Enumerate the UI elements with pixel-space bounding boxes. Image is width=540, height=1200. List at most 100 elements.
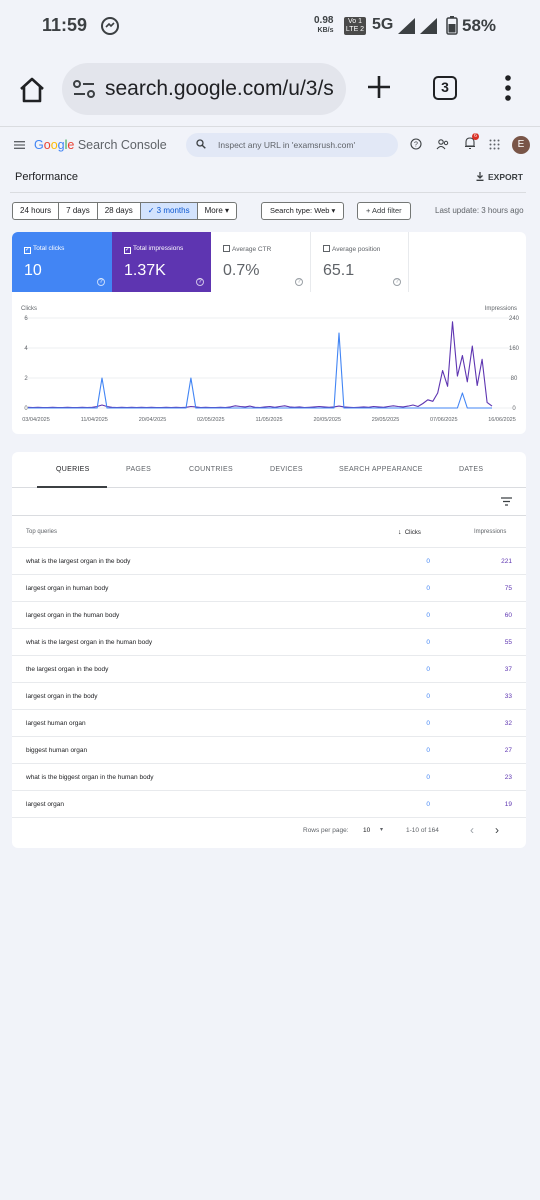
- table-row[interactable]: largest organ in human body 0 75: [12, 575, 526, 602]
- query-cell: what is the largest organ in the human b…: [26, 639, 153, 646]
- site-settings-icon[interactable]: [72, 79, 96, 99]
- add-filter-button[interactable]: + Add filter: [357, 202, 411, 220]
- new-tab-icon[interactable]: [366, 74, 392, 100]
- table-row[interactable]: what is the biggest organ in the human b…: [12, 764, 526, 791]
- metric-total-clicks[interactable]: ✓ Total clicks 10 ?: [12, 232, 112, 292]
- svg-text:?: ?: [414, 142, 418, 149]
- metric-average-ctr[interactable]: Average CTR 0.7% ?: [211, 232, 311, 292]
- impressions-cell: 33: [504, 693, 512, 700]
- metric-label: Average position: [323, 245, 380, 253]
- column-header-clicks[interactable]: ↓ Clicks: [398, 529, 421, 536]
- export-button[interactable]: EXPORT: [476, 172, 523, 182]
- logo-letter: g: [57, 138, 65, 152]
- table-row[interactable]: largest human organ 0 32: [12, 710, 526, 737]
- chevron-down-icon[interactable]: ▾: [380, 827, 384, 833]
- notifications-icon[interactable]: [464, 136, 476, 150]
- signal-icon: [398, 18, 437, 34]
- impressions-cell: 221: [501, 558, 512, 565]
- left-axis-label: Clicks: [21, 306, 37, 312]
- table-row[interactable]: the largest organ in the body 0 37: [12, 656, 526, 683]
- help-icon[interactable]: ?: [196, 278, 204, 286]
- rows-per-page-label: Rows per page:: [303, 827, 349, 834]
- tab-switcher-button[interactable]: 3: [433, 76, 457, 100]
- table-row[interactable]: what is the largest organ in the human b…: [12, 629, 526, 656]
- tab-countries[interactable]: COUNTRIES: [189, 466, 233, 473]
- tab-queries[interactable]: QUERIES: [56, 466, 90, 473]
- tab-dates[interactable]: DATES: [459, 466, 484, 473]
- query-cell: biggest human organ: [26, 747, 88, 754]
- date-chip-28-days[interactable]: 28 days: [98, 203, 141, 219]
- impressions-cell: 60: [504, 612, 512, 619]
- next-page-icon[interactable]: ›: [495, 823, 499, 837]
- left-tick-label: 2: [24, 376, 28, 382]
- sort-down-icon: ↓: [398, 529, 402, 536]
- table-row[interactable]: biggest human organ 0 27: [12, 737, 526, 764]
- url-text[interactable]: search.google.com/u/3/s: [105, 77, 334, 100]
- x-tick-label: 11/04/2025: [81, 417, 108, 423]
- battery-level: 58%: [462, 16, 497, 35]
- page-range: 1-10 of 164: [406, 827, 439, 834]
- checkbox-unchecked-icon: [223, 245, 230, 252]
- metric-total-impressions[interactable]: ✓ Total impressions 1.37K ?: [112, 232, 211, 292]
- tab-pages[interactable]: PAGES: [126, 466, 152, 473]
- apps-grid-icon[interactable]: [489, 139, 500, 150]
- more-options-icon[interactable]: [498, 74, 518, 102]
- table-row[interactable]: what is the largest organ in the body 0 22…: [12, 548, 526, 575]
- help-icon[interactable]: ?: [97, 278, 105, 286]
- table-row[interactable]: largest organ in the human body 0 60: [12, 602, 526, 629]
- pagination: Rows per page: 10 ▾ 1-10 of 164 ‹ ›: [12, 823, 526, 844]
- metric-label: Average CTR: [223, 245, 271, 253]
- x-tick-label: 07/06/2025: [430, 417, 458, 423]
- filter-icon[interactable]: [501, 497, 512, 506]
- column-header-clicks-label: Clicks: [404, 530, 421, 536]
- home-icon[interactable]: [16, 74, 48, 106]
- date-chip-24-hours[interactable]: 24 hours: [13, 203, 60, 219]
- tab-search-appearance[interactable]: SEARCH APPEARANCE: [339, 466, 423, 473]
- rows-per-page-select[interactable]: 10: [363, 827, 371, 834]
- avatar[interactable]: E: [512, 136, 530, 154]
- help-icon[interactable]: ?: [410, 138, 422, 150]
- menu-icon[interactable]: [14, 141, 25, 149]
- query-cell: largest human organ: [26, 720, 86, 727]
- gsc-logo[interactable]: Google Search Console: [34, 138, 167, 152]
- search-type-filter[interactable]: Search type: Web ▾: [261, 202, 345, 220]
- battery-icon: [446, 16, 458, 35]
- metric-average-position[interactable]: Average position 65.1 ?: [311, 232, 409, 292]
- speed-value: 0.98: [314, 15, 334, 26]
- status-time: 11:59: [42, 15, 88, 35]
- help-icon[interactable]: ?: [295, 278, 303, 286]
- date-chip-7-days[interactable]: 7 days: [59, 203, 98, 219]
- address-bar[interactable]: search.google.com/u/3/s: [62, 63, 346, 115]
- clicks-cell: 0: [426, 774, 430, 781]
- performance-card: ✓ Total clicks 10 ? ✓ Total impressions 1.…: [12, 232, 526, 434]
- query-cell: largest organ in human body: [26, 585, 109, 592]
- column-header-impressions[interactable]: Impressions: [474, 529, 507, 535]
- date-range-selector: 24 hours 7 days 28 days ✓ 3 months More …: [12, 202, 238, 220]
- metric-label-text: Average position: [332, 246, 381, 253]
- date-chip-more[interactable]: More ▾: [204, 206, 230, 215]
- query-cell: largest organ in the body: [26, 693, 98, 700]
- x-tick-label: 11/05/2025: [255, 417, 282, 423]
- table-row[interactable]: largest organ in the body 0 33: [12, 683, 526, 710]
- url-inspection-search[interactable]: Inspect any URL in 'examsrush.com': [186, 133, 398, 157]
- x-tick-label: 29/05/2025: [372, 417, 400, 423]
- help-icon[interactable]: ?: [393, 278, 401, 286]
- checkbox-checked-icon: ✓: [124, 247, 131, 254]
- x-tick-label: 20/05/2025: [313, 417, 341, 423]
- metric-value: 65.1: [323, 262, 355, 279]
- date-chip-3-months[interactable]: ✓ 3 months: [140, 203, 198, 219]
- metric-label-text: Total clicks: [33, 245, 65, 252]
- tab-devices[interactable]: DEVICES: [270, 466, 303, 473]
- right-axis-label: Impressions: [485, 306, 517, 312]
- volte-icon: Vo 1 LTE 2: [344, 17, 366, 35]
- table-row[interactable]: largest organ 0 19: [12, 791, 526, 818]
- messenger-icon: [101, 17, 119, 35]
- queries-table-card: QUERIES PAGES COUNTRIES DEVICES SEARCH A…: [12, 452, 526, 848]
- column-header-query[interactable]: Top queries: [26, 529, 58, 535]
- search-input[interactable]: Inspect any URL in 'examsrush.com': [218, 140, 356, 150]
- divider: [10, 192, 526, 193]
- previous-page-icon[interactable]: ‹: [470, 823, 474, 837]
- performance-chart: Clicks Impressions 6 240 4 160 2 80 0 0 03/04/2025…: [21, 306, 520, 423]
- page-title: Performance: [15, 171, 78, 183]
- users-icon[interactable]: [436, 138, 450, 150]
